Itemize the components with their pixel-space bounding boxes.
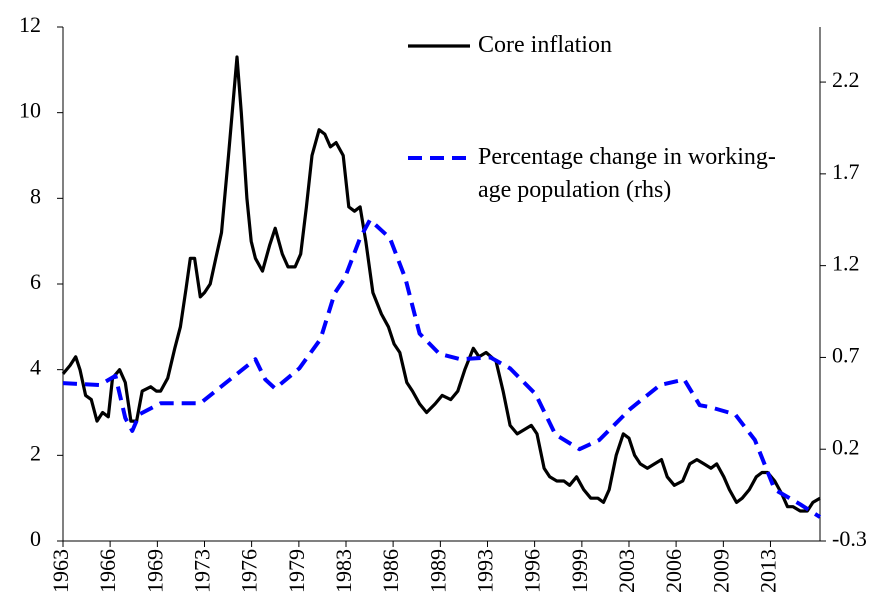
y2-tick-label: 1.2 — [832, 251, 860, 276]
y2-tick-label: 0.7 — [832, 342, 860, 367]
x-tick-label: 1969 — [142, 549, 167, 593]
y2-tick-label: -0.3 — [832, 526, 867, 551]
y2-tick-label: 1.7 — [832, 159, 860, 184]
y-tick-label: 10 — [19, 98, 41, 123]
y-tick-label: 12 — [19, 12, 41, 37]
y-tick-label: 0 — [30, 526, 41, 551]
legend-label: Percentage change in working-age populat… — [478, 144, 776, 203]
y-tick-label: 4 — [30, 355, 41, 380]
x-tick-label: 1996 — [520, 549, 545, 593]
legend-label: Core inflation — [478, 32, 612, 58]
x-tick-label: 2006 — [661, 549, 686, 593]
y-tick-label: 2 — [30, 440, 41, 465]
x-tick-label: 1983 — [331, 549, 356, 593]
y-tick-label: 6 — [30, 269, 41, 294]
x-tick-label: 1966 — [95, 549, 120, 593]
x-tick-label: 1963 — [48, 549, 73, 593]
y-tick-label: 8 — [30, 183, 41, 208]
x-tick-label: 1993 — [473, 549, 498, 593]
x-tick-label: 1986 — [378, 549, 403, 593]
series-line — [62, 217, 822, 519]
x-tick-label: 1999 — [567, 549, 592, 593]
x-tick-label: 1976 — [237, 549, 262, 593]
x-tick-label: 1979 — [284, 549, 309, 593]
x-tick-label: 2009 — [708, 549, 733, 593]
x-tick-label: 1989 — [425, 549, 450, 593]
x-tick-label: 1973 — [190, 549, 215, 593]
x-tick-label: 2003 — [614, 549, 639, 593]
x-tick-label: 2013 — [756, 549, 781, 593]
y2-tick-label: 2.2 — [832, 67, 860, 92]
series-line — [61, 55, 821, 513]
y2-tick-label: 0.2 — [832, 434, 860, 459]
